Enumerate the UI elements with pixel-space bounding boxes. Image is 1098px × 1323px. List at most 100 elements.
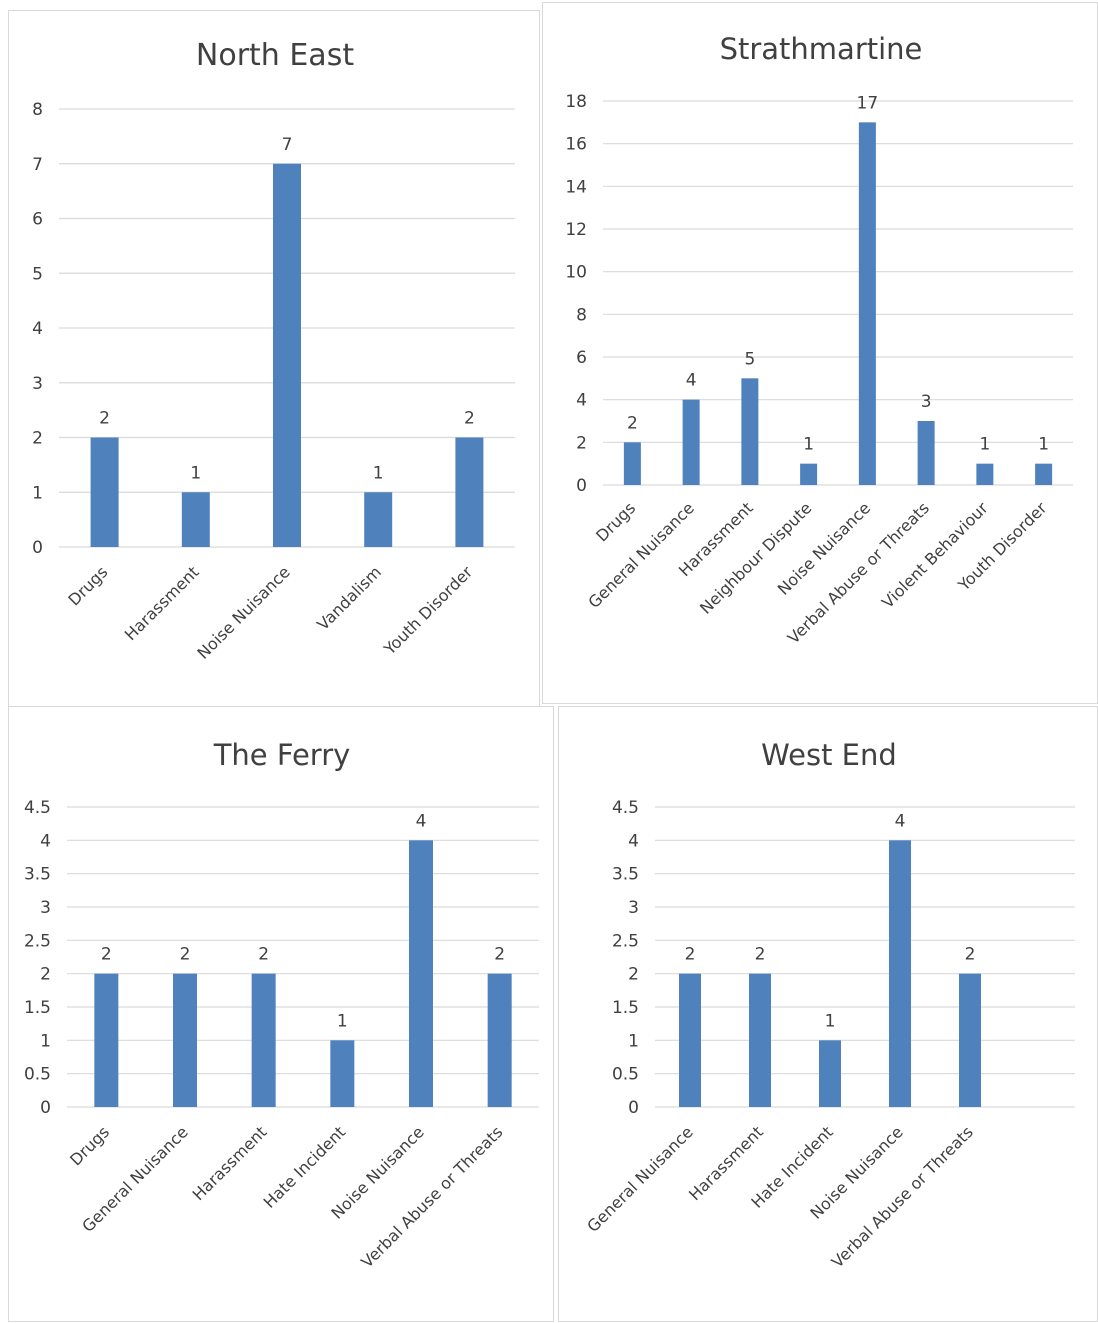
y-tick-label: 4 xyxy=(32,319,43,339)
y-tick-label: 4.5 xyxy=(24,798,51,818)
bar-verbal-abuse-or-threats xyxy=(487,973,512,1107)
y-tick-label: 3 xyxy=(628,898,639,918)
data-label: 17 xyxy=(857,93,879,113)
data-label: 4 xyxy=(416,811,427,831)
bar-violent-behaviour xyxy=(976,463,994,485)
y-tick-label: 4 xyxy=(40,831,51,851)
bar-noise-nuisance xyxy=(889,840,911,1107)
data-label: 1 xyxy=(373,463,384,483)
category-label: General Nuisance xyxy=(583,1122,697,1236)
y-tick-label: 1.5 xyxy=(24,998,51,1018)
data-label: 2 xyxy=(464,409,475,429)
y-tick-label: 2 xyxy=(576,433,587,453)
category-label: Noise Nuisance xyxy=(193,562,293,662)
data-label: 4 xyxy=(686,371,697,391)
bar-youth-disorder xyxy=(1035,463,1053,485)
category-label: Neighbour Dispute xyxy=(696,498,815,617)
y-tick-label: 1 xyxy=(40,1031,51,1051)
bar-noise-nuisance xyxy=(858,122,876,485)
data-label: 2 xyxy=(627,413,638,433)
data-label: 1 xyxy=(1038,435,1049,455)
chart-title: The Ferry xyxy=(213,738,351,772)
y-tick-label: 0 xyxy=(628,1098,639,1118)
chart-title: Strathmartine xyxy=(720,32,923,66)
y-tick-label: 8 xyxy=(576,305,587,325)
y-tick-label: 7 xyxy=(32,155,43,175)
y-tick-label: 10 xyxy=(565,263,587,283)
chart-panel-strathmartine: Strathmartine 0 2 4 6 8 10 12 14 16 18 2 Drugs 4 Gener… xyxy=(542,2,1098,704)
y-tick-label: 4.5 xyxy=(612,798,639,818)
bar-chart-west-end: West End 0 0.5 1 1.5 2 2.5 3 3.5 4 4.5 2 General Nui… xyxy=(583,738,1075,1272)
bar-noise-nuisance xyxy=(409,840,433,1107)
y-tick-label: 4 xyxy=(628,831,639,851)
y-tick-label: 0 xyxy=(32,538,43,558)
category-label: Hate Incident xyxy=(260,1122,349,1211)
y-tick-label: 4 xyxy=(576,391,587,411)
y-tick-label: 2 xyxy=(32,429,43,449)
y-tick-label: 3.5 xyxy=(612,865,639,885)
category-label: Youth Disorder xyxy=(379,562,476,659)
bar-drugs xyxy=(94,973,119,1107)
bar-harassment xyxy=(741,378,759,485)
bar-general-nuisance xyxy=(679,973,701,1107)
data-label: 1 xyxy=(979,435,990,455)
bar-drugs xyxy=(623,442,641,485)
bar-youth-disorder xyxy=(455,437,484,547)
bar-chart-strathmartine: Strathmartine 0 2 4 6 8 10 12 14 16 18 2 Drugs 4 Gener… xyxy=(565,32,1073,648)
y-tick-label: 0 xyxy=(576,476,587,496)
y-tick-label: 6 xyxy=(576,348,587,368)
bar-drugs xyxy=(90,437,119,547)
bar-chart-north-east: North East 0 1 2 3 4 5 6 7 8 2 Drugs 1 Harassment 7 Noi… xyxy=(32,38,515,663)
y-tick-label: 0 xyxy=(40,1098,51,1118)
bar-vandalism xyxy=(364,492,393,547)
data-label: 3 xyxy=(921,392,932,412)
y-tick-label: 1 xyxy=(32,483,43,503)
category-label: Drugs xyxy=(592,498,639,545)
bar-verbal-abuse-or-threats xyxy=(917,421,935,485)
data-label: 5 xyxy=(744,349,755,369)
category-label: Verbal Abuse or Threats xyxy=(357,1122,506,1271)
bar-general-nuisance xyxy=(682,399,700,485)
data-label: 4 xyxy=(895,811,906,831)
y-tick-label: 3.5 xyxy=(24,865,51,885)
data-label: 2 xyxy=(99,409,110,429)
y-tick-label: 0.5 xyxy=(612,1065,639,1085)
category-label: General Nuisance xyxy=(584,498,698,612)
data-label: 2 xyxy=(494,945,505,965)
y-tick-label: 18 xyxy=(565,92,587,112)
y-tick-label: 3 xyxy=(32,374,43,394)
y-tick-label: 8 xyxy=(32,100,43,120)
bar-harassment xyxy=(251,973,276,1107)
chart-panel-the-ferry: The Ferry 0 0.5 1 1.5 2 2.5 3 3.5 4 4.5 2 Drugs 2 Gene… xyxy=(8,706,554,1322)
category-label: Drugs xyxy=(64,562,111,609)
y-tick-label: 2.5 xyxy=(612,931,639,951)
bar-noise-nuisance xyxy=(273,163,301,547)
bar-hate-incident xyxy=(819,1040,841,1107)
data-label: 2 xyxy=(180,945,191,965)
y-tick-label: 1.5 xyxy=(612,998,639,1018)
bar-hate-incident xyxy=(330,1040,355,1107)
bar-harassment xyxy=(749,973,771,1107)
bar-verbal-abuse-or-threats xyxy=(959,973,981,1107)
category-label: Violent Behaviour xyxy=(878,498,992,612)
data-label: 7 xyxy=(282,135,293,155)
data-label: 2 xyxy=(755,945,766,965)
y-tick-label: 2.5 xyxy=(24,931,51,951)
y-tick-label: 2 xyxy=(628,965,639,985)
y-tick-label: 6 xyxy=(32,210,43,230)
y-tick-label: 3 xyxy=(40,898,51,918)
bar-general-nuisance xyxy=(173,973,197,1107)
category-label: Verbal Abuse or Threats xyxy=(828,1122,977,1271)
data-label: 1 xyxy=(337,1011,348,1031)
y-tick-label: 16 xyxy=(565,135,587,155)
category-label: Harassment xyxy=(121,562,203,644)
data-label: 2 xyxy=(685,945,696,965)
data-label: 2 xyxy=(101,945,112,965)
chart-title: North East xyxy=(196,38,354,73)
category-label: Vandalism xyxy=(313,562,385,634)
y-tick-label: 5 xyxy=(32,264,43,284)
y-tick-label: 1 xyxy=(628,1031,639,1051)
data-label: 1 xyxy=(190,463,201,483)
data-label: 2 xyxy=(258,945,269,965)
category-label: Drugs xyxy=(66,1122,113,1169)
